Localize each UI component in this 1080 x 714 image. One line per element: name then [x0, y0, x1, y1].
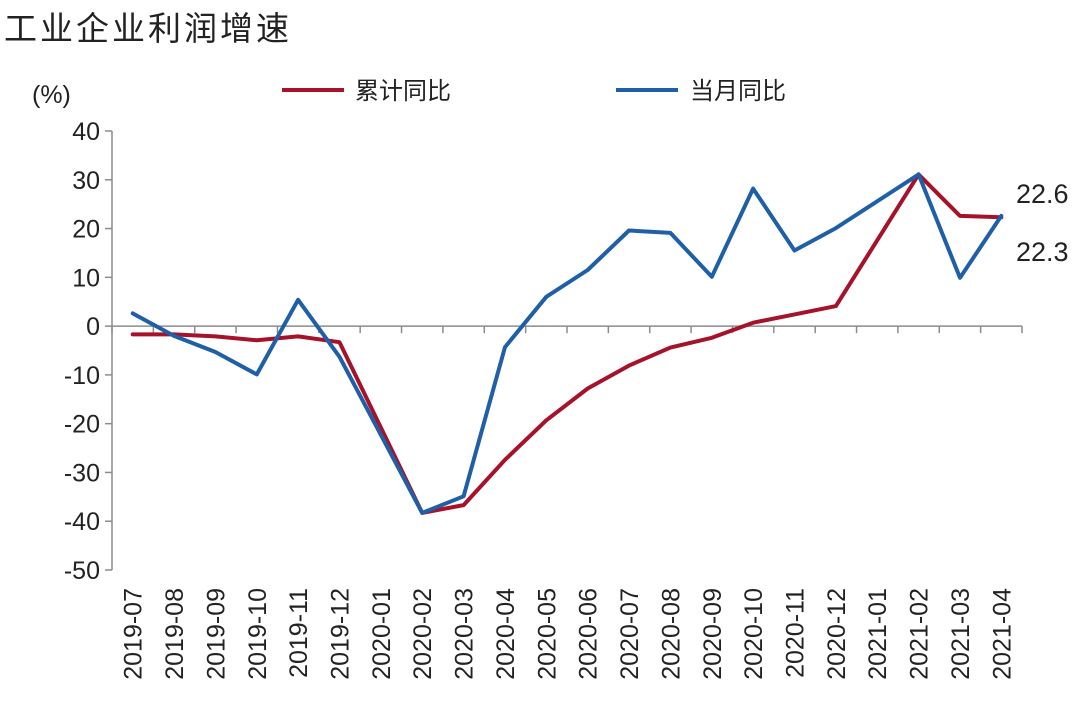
- x-tick-labels: 2019-07 2019-08 2019-09 2019-10 2019-11 2019-…: [120, 588, 1017, 680]
- x-tick-label: 2019-11: [285, 588, 313, 678]
- x-tick-label: 2019-07: [120, 588, 148, 680]
- chart-title: 工业企业利润增速: [4, 9, 292, 48]
- x-tick-label: 2020-06: [575, 588, 603, 680]
- data-label-2: 22.3: [1016, 237, 1069, 267]
- axes: [105, 130, 1023, 571]
- y-tick-label: -30: [64, 459, 100, 487]
- series-line-1: [130, 172, 1004, 515]
- x-tick-label: 2019-09: [202, 588, 230, 680]
- x-tick-label: 2021-01: [864, 588, 892, 680]
- y-tick-label: 10: [72, 264, 100, 292]
- x-tick-label: 2020-05: [533, 588, 561, 680]
- x-tick-label: 2021-04: [988, 588, 1016, 680]
- x-tick-label: 2019-12: [327, 588, 355, 680]
- x-tick-label: 2020-11: [782, 588, 810, 678]
- x-tick-label: 2019-08: [161, 588, 189, 680]
- legend-label-2: 当月同比: [690, 77, 786, 105]
- y-tick-label: 20: [72, 216, 100, 244]
- x-tick-label: 2020-12: [823, 588, 851, 680]
- y-tick-label: 40: [72, 118, 100, 146]
- y-tick-label: -40: [64, 508, 100, 536]
- x-tick-label: 2020-09: [699, 588, 727, 680]
- data-label-1: 22.6: [1016, 179, 1069, 209]
- x-tick-label: 2020-02: [409, 588, 437, 680]
- x-tick-label: 2021-02: [906, 588, 934, 680]
- data-labels: 22.6 22.3: [1016, 179, 1069, 267]
- legend: 累计同比 当月同比: [282, 77, 786, 105]
- y-unit-label: (%): [32, 81, 71, 109]
- x-tick-label: 2020-01: [368, 588, 396, 680]
- legend-label-1: 累计同比: [355, 77, 451, 105]
- x-tick-label: 2019-10: [244, 588, 272, 680]
- y-tick-label: -10: [64, 362, 100, 390]
- y-tick-labels: 40 30 20 10 0 -10 -20 -30 -40 -50: [64, 118, 100, 585]
- y-tick-label: -50: [64, 557, 100, 585]
- x-tick-label: 2020-07: [616, 588, 644, 680]
- series-line-2: [130, 172, 1004, 515]
- y-tick-label: 0: [86, 313, 100, 341]
- x-tick-label: 2020-10: [740, 588, 768, 680]
- x-tick-label: 2021-03: [947, 588, 975, 680]
- y-tick-label: -20: [64, 411, 100, 439]
- y-tick-label: 30: [72, 167, 100, 195]
- series-layer: [130, 172, 1004, 515]
- x-tick-label: 2020-08: [657, 588, 685, 680]
- x-tick-label: 2020-04: [492, 588, 520, 680]
- x-tick-label: 2020-03: [451, 588, 479, 680]
